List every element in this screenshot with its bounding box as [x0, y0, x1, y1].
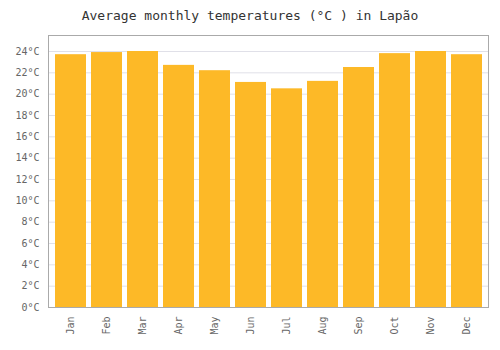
svg-text:Apr: Apr	[173, 317, 184, 335]
svg-text:18°C: 18°C	[15, 110, 39, 121]
svg-text:16°C: 16°C	[15, 131, 39, 142]
svg-text:May: May	[209, 317, 220, 335]
svg-text:20°C: 20°C	[15, 88, 39, 99]
svg-text:Jul: Jul	[281, 317, 292, 335]
svg-text:24°C: 24°C	[15, 46, 39, 57]
svg-text:22°C: 22°C	[15, 67, 39, 78]
svg-text:Oct: Oct	[389, 317, 400, 335]
svg-text:4°C: 4°C	[21, 259, 39, 270]
html-text:Average monthly temperatures (: Average monthly temperatures (°C ) in La…	[81, 8, 419, 23]
svg-text:14°C: 14°C	[15, 152, 39, 163]
svg-text:Dec: Dec	[461, 317, 472, 335]
svg-text:Nov: Nov	[425, 317, 436, 335]
svg-text:8°C: 8°C	[21, 216, 39, 227]
svg-text:Jan: Jan	[65, 317, 76, 335]
svg-text:10°C: 10°C	[15, 195, 39, 206]
svg-text:Jun: Jun	[245, 317, 256, 335]
svg-text:Feb: Feb	[101, 317, 112, 335]
svg-text:0°C: 0°C	[21, 302, 39, 313]
svg-text:Aug: Aug	[317, 317, 328, 335]
svg-text:Sep: Sep	[353, 317, 364, 335]
svg-text:12°C: 12°C	[15, 174, 39, 185]
svg-text:2°C: 2°C	[21, 280, 39, 291]
svg-text:Mar: Mar	[137, 317, 148, 335]
svg-text:6°C: 6°C	[21, 238, 39, 249]
